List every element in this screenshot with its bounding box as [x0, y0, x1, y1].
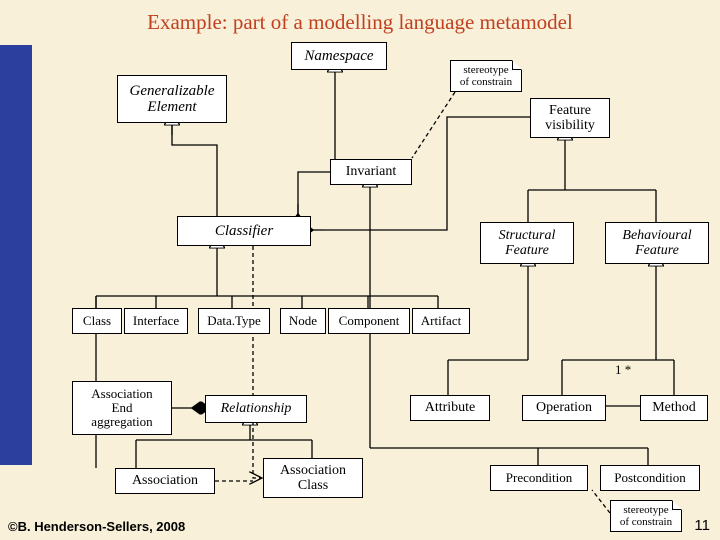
uml-class-postcondition: Postcondition: [600, 465, 700, 491]
page-title: Example: part of a modelling language me…: [0, 10, 720, 35]
uml-class-attribute: Attribute: [410, 395, 490, 421]
uml-class-operation: Operation: [522, 395, 606, 421]
uml-class-structural: StructuralFeature: [480, 222, 574, 264]
uml-class-method: Method: [640, 395, 708, 421]
blue-sidebar: [0, 45, 32, 465]
label-mult: 1 *: [615, 362, 631, 378]
uml-class-precondition: Precondition: [490, 465, 588, 491]
uml-note-note2: stereotypeof constrain: [610, 500, 682, 532]
uml-class-feature: Featurevisibility: [530, 98, 610, 138]
uml-class-relationship: Relationship: [205, 395, 307, 423]
uml-class-component: Component: [328, 308, 410, 334]
uml-class-node: Node: [280, 308, 326, 334]
uml-class-assocclass: AssociationClass: [263, 458, 363, 498]
uml-class-assocendagg: AssociationEndaggregation: [72, 381, 172, 435]
uml-class-namespace: Namespace: [291, 42, 387, 70]
uml-class-behavioural: BehaviouralFeature: [605, 222, 709, 264]
uml-class-interface: Interface: [124, 308, 188, 334]
uml-class-artifact: Artifact: [412, 308, 470, 334]
uml-class-association: Association: [115, 468, 215, 494]
page-number: 11: [694, 517, 710, 534]
uml-class-classifier: Classifier: [177, 216, 311, 246]
uml-class-class: Class: [72, 308, 122, 334]
uml-note-note1: stereotypeof constrain: [450, 60, 522, 92]
uml-class-generalizable: GeneralizableElement: [117, 75, 227, 123]
copyright: ©B. Henderson-Sellers, 2008: [8, 519, 185, 534]
uml-class-datatype: Data.Type: [198, 308, 270, 334]
uml-class-invariant: Invariant: [330, 159, 412, 185]
